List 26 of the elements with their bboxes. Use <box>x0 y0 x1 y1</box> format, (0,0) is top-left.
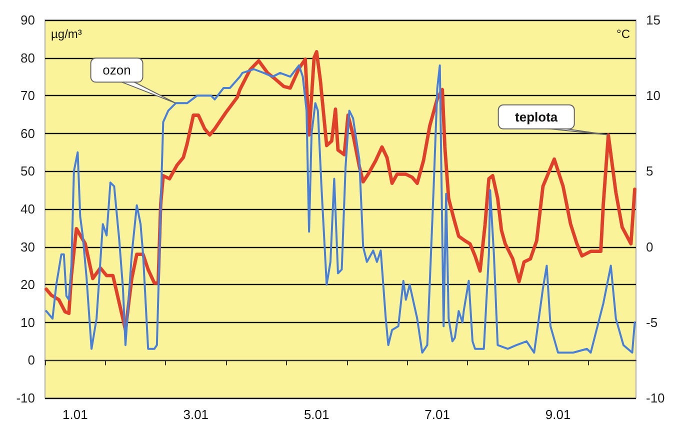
y-tick-label: 70 <box>20 88 35 104</box>
y-tick-label: 80 <box>20 50 35 66</box>
y2-tick-label: 5 <box>646 164 654 179</box>
y-axis-title: µg/m³ <box>51 27 82 41</box>
y2-tick-label: 0 <box>646 239 654 254</box>
x-tick-label: 1.01 <box>62 407 88 422</box>
y2-tick-label: -10 <box>646 390 665 406</box>
text: ozon <box>102 62 131 78</box>
y-tick-label: 50 <box>20 164 35 179</box>
y2-axis-title: °C <box>616 27 630 41</box>
y2-tick-label: 15 <box>646 12 660 28</box>
x-tick-label: 7.01 <box>424 407 450 422</box>
x-tick-label: 5.01 <box>304 407 330 422</box>
x-tick-label: 9.01 <box>545 407 571 422</box>
text: teplota <box>515 109 558 124</box>
y2-tick-label: -5 <box>646 314 658 330</box>
y-tick-label: -10 <box>16 390 35 406</box>
y2-tick-label: 10 <box>646 88 660 104</box>
y-tick-label: 20 <box>20 277 35 292</box>
y-tick-label: 90 <box>20 12 35 28</box>
y-tick-label: 30 <box>20 239 35 254</box>
y-tick-label: 60 <box>20 126 35 141</box>
y-tick-label: 0 <box>28 352 35 368</box>
x-tick-label: 3.01 <box>183 407 209 422</box>
y-tick-label: 10 <box>20 314 35 330</box>
y-tick-label: 40 <box>20 202 35 216</box>
